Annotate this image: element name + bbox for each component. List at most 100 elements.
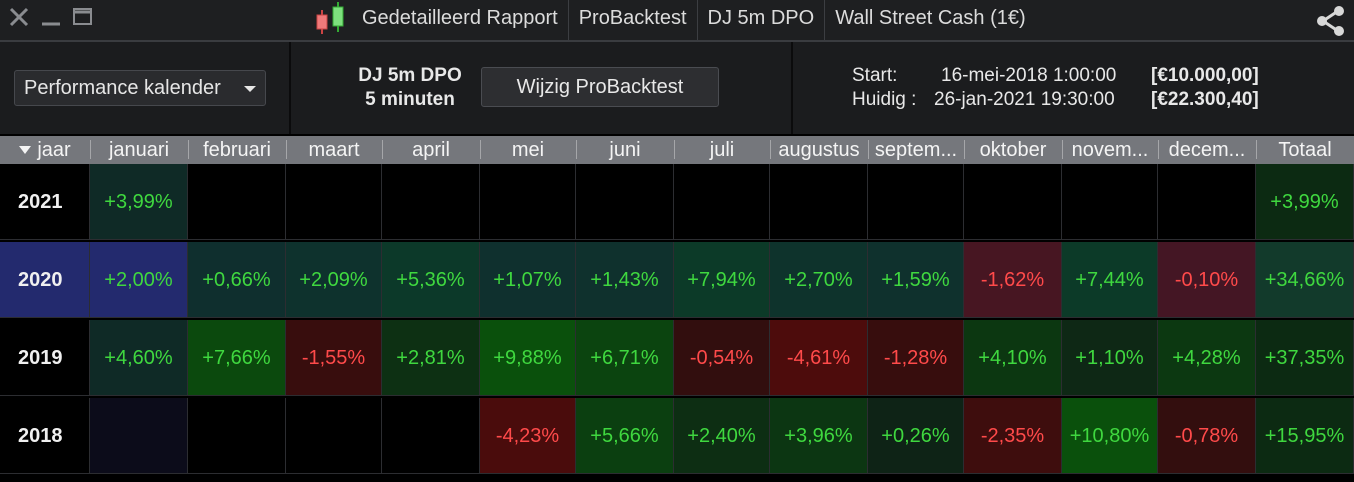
strategy-info: DJ 5m DPO 5 minuten (330, 64, 490, 112)
title-bar: Gedetailleerd Rapport ProBacktest DJ 5m … (0, 0, 1354, 42)
month-cell (576, 164, 674, 240)
close-icon[interactable] (8, 6, 30, 34)
column-header-month[interactable]: septem... (868, 136, 964, 164)
month-cell: +2,00% (90, 242, 188, 318)
month-cell: -4,61% (770, 320, 868, 396)
month-cell: -1,62% (964, 242, 1062, 318)
month-cell (382, 164, 480, 240)
toolbar: Performance kalender DJ 5m DPO 5 minuten… (0, 42, 1354, 134)
month-cell: +4,28% (1158, 320, 1256, 396)
start-date: 16-mei-2018 1:00:00 (941, 65, 1117, 86)
month-cell: +5,36% (382, 242, 480, 318)
month-cell (286, 164, 382, 240)
month-cell: +1,10% (1062, 320, 1158, 396)
month-cell: +2,40% (674, 398, 770, 474)
month-cell (868, 164, 964, 240)
month-cell: +3,99% (90, 164, 188, 240)
toolbar-divider (791, 42, 793, 134)
view-select[interactable]: Performance kalender (14, 70, 266, 106)
month-cell (964, 164, 1062, 240)
window-tabs: Gedetailleerd Rapport ProBacktest DJ 5m … (310, 0, 1036, 40)
table-row[interactable]: 2021 +3,99% +3,99% (0, 164, 1354, 240)
month-cell (674, 164, 770, 240)
month-cell: +2,09% (286, 242, 382, 318)
month-cell: +3,96% (770, 398, 868, 474)
table-row[interactable]: 2018 -4,23% +5,66% +2,40% +3,96% +0,26% -2,35%… (0, 398, 1354, 474)
month-cell: +1,59% (868, 242, 964, 318)
edit-probacktest-button[interactable]: Wijzig ProBacktest (481, 67, 719, 107)
tab-instrument[interactable]: Wall Street Cash (1€) (835, 7, 1026, 29)
column-header-month[interactable]: januari (90, 136, 188, 164)
year-cell: 2020 (0, 242, 90, 318)
year-cell: 2019 (0, 320, 90, 396)
start-label: Start: (852, 65, 898, 86)
month-cell: +2,70% (770, 242, 868, 318)
column-header-year[interactable]: jaar (0, 136, 90, 164)
month-cell (1062, 164, 1158, 240)
maximize-icon[interactable] (72, 6, 94, 34)
strategy-timeframe: 5 minuten (365, 89, 455, 110)
month-cell (382, 398, 480, 474)
column-header-month[interactable]: juni (576, 136, 674, 164)
year-cell: 2018 (0, 398, 90, 474)
month-cell: +7,44% (1062, 242, 1158, 318)
month-cell: +4,10% (964, 320, 1062, 396)
month-cell: +0,66% (188, 242, 286, 318)
month-cell: +1,43% (576, 242, 674, 318)
month-cell: +5,66% (576, 398, 674, 474)
total-cell: +34,66% (1256, 242, 1354, 318)
month-cell: -4,23% (480, 398, 576, 474)
month-cell: +4,60% (90, 320, 188, 396)
column-header-month[interactable]: april (382, 136, 480, 164)
table-row[interactable]: 2019 +4,60% +7,66% -1,55% +2,81% +9,88% +6,71%… (0, 320, 1354, 396)
month-cell: +10,80% (1062, 398, 1158, 474)
tab-probacktest[interactable]: ProBacktest (569, 0, 698, 40)
candlestick-icon (310, 0, 352, 40)
table-header: jaarjanuarifebruarimaartaprilmeijunijuli… (0, 136, 1354, 164)
column-header-month[interactable]: decem... (1158, 136, 1256, 164)
column-header-month[interactable]: augustus (770, 136, 868, 164)
month-cell (286, 398, 382, 474)
column-header-month[interactable]: maart (286, 136, 382, 164)
month-cell (1158, 164, 1256, 240)
month-cell: -0,78% (1158, 398, 1256, 474)
current-value: [€22.300,40] (1151, 89, 1259, 110)
month-cell (188, 164, 286, 240)
period-labels: Start: Huidig : (852, 64, 916, 112)
total-cell: +37,35% (1256, 320, 1354, 396)
month-cell: +2,81% (382, 320, 480, 396)
column-header-month[interactable]: oktober (964, 136, 1062, 164)
month-cell: -0,54% (674, 320, 770, 396)
month-cell (480, 164, 576, 240)
tab-strategy[interactable]: DJ 5m DPO (698, 0, 826, 40)
current-date: 26-jan-2021 19:30:00 (934, 89, 1115, 110)
month-cell (90, 398, 188, 474)
month-cell (188, 398, 286, 474)
year-cell: 2021 (0, 164, 90, 240)
chevron-down-icon (244, 86, 256, 92)
column-header-month[interactable]: novem... (1062, 136, 1158, 164)
total-cell: +15,95% (1256, 398, 1354, 474)
month-cell: +7,94% (674, 242, 770, 318)
column-header-month[interactable]: juli (674, 136, 770, 164)
sort-descending-icon (19, 146, 32, 154)
toolbar-divider (289, 42, 291, 134)
month-cell: +6,71% (576, 320, 674, 396)
month-cell: -1,55% (286, 320, 382, 396)
column-header-month[interactable]: februari (188, 136, 286, 164)
share-icon[interactable] (1314, 4, 1348, 43)
month-cell: +0,26% (868, 398, 964, 474)
tab-detailed-report[interactable]: Gedetailleerd Rapport (352, 0, 569, 40)
view-select-value: Performance kalender (24, 77, 221, 99)
month-cell: -0,10% (1158, 242, 1256, 318)
month-cell: +9,88% (480, 320, 576, 396)
column-header-month[interactable]: mei (480, 136, 576, 164)
month-cell: +7,66% (188, 320, 286, 396)
month-cell: -1,28% (868, 320, 964, 396)
month-cell: +1,07% (480, 242, 576, 318)
total-cell: +3,99% (1256, 164, 1354, 240)
column-header-total[interactable]: Totaal (1256, 136, 1354, 164)
table-row[interactable]: 2020 +2,00% +0,66% +2,09% +5,36% +1,07% +1,43%… (0, 242, 1354, 318)
minimize-icon[interactable] (40, 6, 62, 34)
